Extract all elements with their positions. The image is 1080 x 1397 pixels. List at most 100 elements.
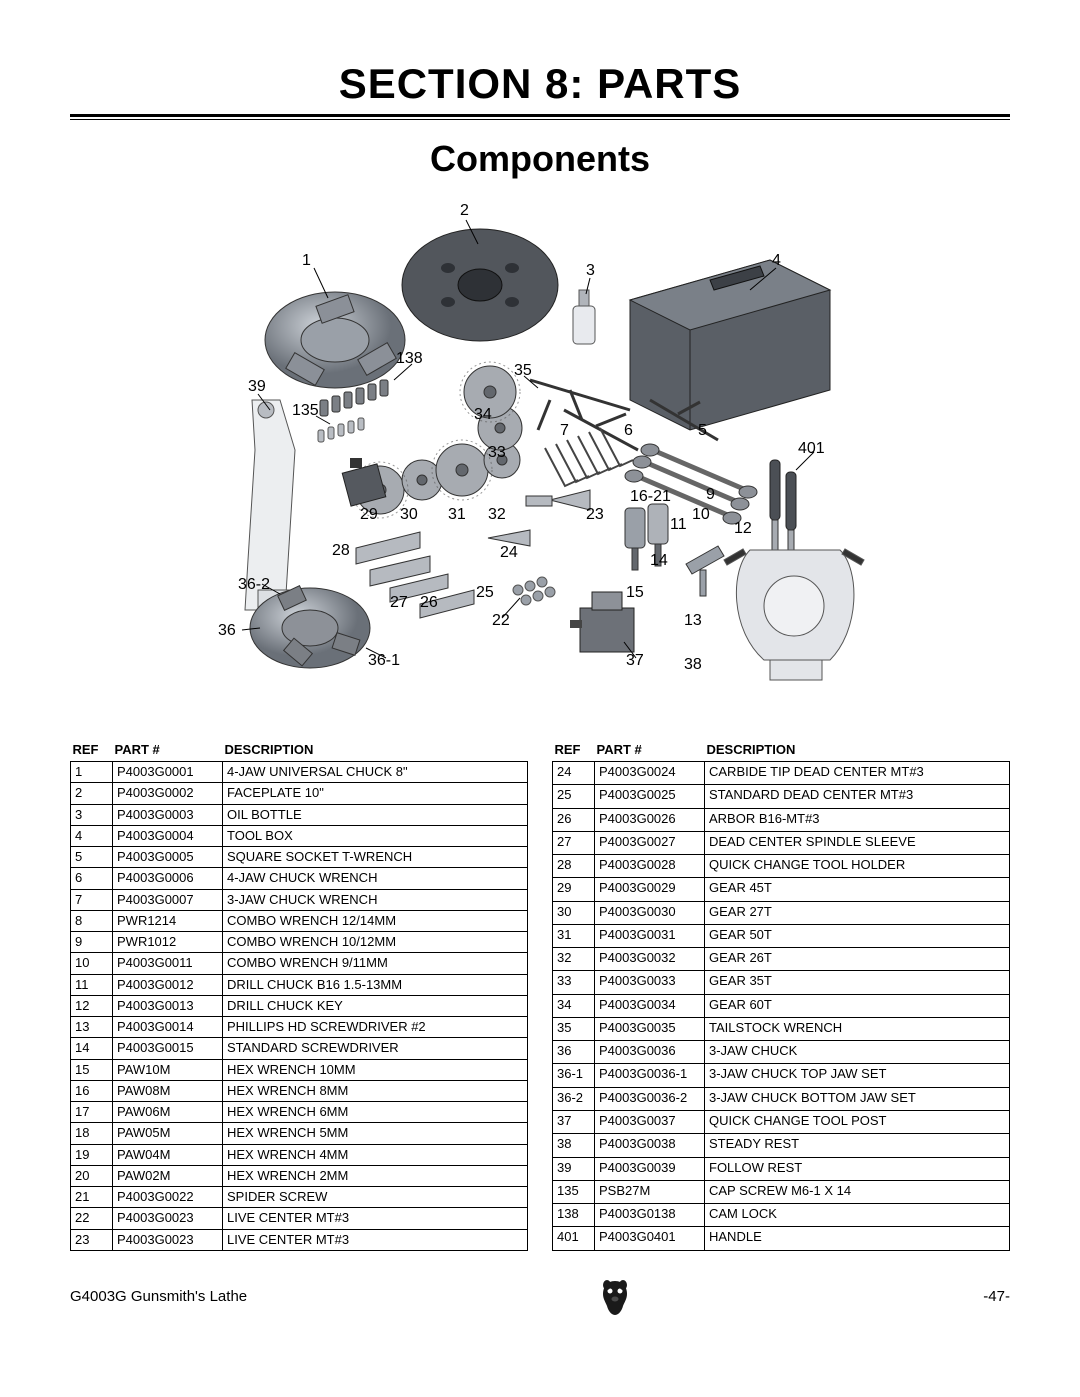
diagram-callout: 10 xyxy=(692,506,710,524)
table-row: 1P4003G00014-JAW UNIVERSAL CHUCK 8" xyxy=(71,762,528,783)
table-row: 35P4003G0035TAILSTOCK WRENCH xyxy=(553,1017,1010,1040)
table-row: 6P4003G00064-JAW CHUCK WRENCH xyxy=(71,868,528,889)
table-cell: 19 xyxy=(71,1144,113,1165)
table-cell: P4003G0138 xyxy=(595,1204,705,1227)
diagram-callout: 15 xyxy=(626,584,644,602)
rule-thin xyxy=(70,119,1010,120)
table-cell: SQUARE SOCKET T-WRENCH xyxy=(223,847,528,868)
table-cell: 3-JAW CHUCK BOTTOM JAW SET xyxy=(705,1087,1010,1110)
table-row: 38P4003G0038STEADY REST xyxy=(553,1134,1010,1157)
diagram-callout: 28 xyxy=(332,542,350,560)
diagram-callout: 33 xyxy=(488,444,506,462)
diagram-callout: 23 xyxy=(586,506,604,524)
table-cell: 401 xyxy=(553,1227,595,1250)
table-cell: SPIDER SCREW xyxy=(223,1187,528,1208)
table-row: 5P4003G0005SQUARE SOCKET T-WRENCH xyxy=(71,847,528,868)
table-cell: 26 xyxy=(553,808,595,831)
table-cell: 4-JAW UNIVERSAL CHUCK 8" xyxy=(223,762,528,783)
diagram-callout: 1 xyxy=(302,252,311,270)
table-row: 15PAW10MHEX WRENCH 10MM xyxy=(71,1059,528,1080)
table-row: 13P4003G0014PHILLIPS HD SCREWDRIVER #2 xyxy=(71,1017,528,1038)
footer-page-number: -47- xyxy=(983,1288,1010,1305)
table-cell: CAM LOCK xyxy=(705,1204,1010,1227)
table-cell: 15 xyxy=(71,1059,113,1080)
table-cell: GEAR 35T xyxy=(705,971,1010,994)
table-cell: 16 xyxy=(71,1080,113,1101)
table-cell: STANDARD SCREWDRIVER xyxy=(223,1038,528,1059)
table-cell: P4003G0035 xyxy=(595,1017,705,1040)
diagram-callout: 9 xyxy=(706,486,715,504)
table-cell: 25 xyxy=(553,785,595,808)
col-ref: REF xyxy=(71,740,113,762)
table-cell: P4003G0012 xyxy=(113,974,223,995)
diagram-callout: 27 xyxy=(390,594,408,612)
table-row: 8PWR1214COMBO WRENCH 12/14MM xyxy=(71,910,528,931)
page-container: SECTION 8: PARTS Components xyxy=(0,0,1080,1357)
table-cell: P4003G0013 xyxy=(113,995,223,1016)
table-cell: 9 xyxy=(71,932,113,953)
table-cell: P4003G0015 xyxy=(113,1038,223,1059)
table-row: 22P4003G0023LIVE CENTER MT#3 xyxy=(71,1208,528,1229)
table-cell: PAW05M xyxy=(113,1123,223,1144)
table-row: 23P4003G0023LIVE CENTER MT#3 xyxy=(71,1229,528,1250)
table-cell: 3-JAW CHUCK xyxy=(705,1041,1010,1064)
diagram-callout: 3 xyxy=(586,262,595,280)
table-cell: 13 xyxy=(71,1017,113,1038)
table-cell: COMBO WRENCH 12/14MM xyxy=(223,910,528,931)
table-cell: 11 xyxy=(71,974,113,995)
table-cell: QUICK CHANGE TOOL HOLDER xyxy=(705,855,1010,878)
diagram-callout: 29 xyxy=(360,506,378,524)
table-cell: P4003G0004 xyxy=(113,825,223,846)
table-cell: PSB27M xyxy=(595,1180,705,1203)
table-row: 16PAW08MHEX WRENCH 8MM xyxy=(71,1080,528,1101)
table-cell: DRILL CHUCK B16 1.5-13MM xyxy=(223,974,528,995)
table-cell: 37 xyxy=(553,1110,595,1133)
table-cell: P4003G0030 xyxy=(595,901,705,924)
table-cell: P4003G0001 xyxy=(113,762,223,783)
table-cell: P4003G0006 xyxy=(113,868,223,889)
col-desc: DESCRIPTION xyxy=(223,740,528,762)
table-cell: 21 xyxy=(71,1187,113,1208)
table-row: 7P4003G00073-JAW CHUCK WRENCH xyxy=(71,889,528,910)
diagram-callout: 31 xyxy=(448,506,466,524)
table-row: 36-1P4003G0036-13-JAW CHUCK TOP JAW SET xyxy=(553,1064,1010,1087)
table-cell: HEX WRENCH 2MM xyxy=(223,1165,528,1186)
table-row: 20PAW02MHEX WRENCH 2MM xyxy=(71,1165,528,1186)
page-footer: G4003G Gunsmith's Lathe -47- xyxy=(70,1277,1010,1317)
table-row: 36-2P4003G0036-23-JAW CHUCK BOTTOM JAW S… xyxy=(553,1087,1010,1110)
diagram-callout: 24 xyxy=(500,544,518,562)
table-cell: HEX WRENCH 6MM xyxy=(223,1102,528,1123)
table-cell: PAW08M xyxy=(113,1080,223,1101)
rule-thick xyxy=(70,114,1010,117)
table-row: 36P4003G00363-JAW CHUCK xyxy=(553,1041,1010,1064)
table-cell: 14 xyxy=(71,1038,113,1059)
diagram-callout: 135 xyxy=(292,402,319,420)
table-cell: 18 xyxy=(71,1123,113,1144)
diagram-callout: 39 xyxy=(248,378,266,396)
table-cell: P4003G0037 xyxy=(595,1110,705,1133)
diagram-callout: 22 xyxy=(492,612,510,630)
table-row: 14P4003G0015STANDARD SCREWDRIVER xyxy=(71,1038,528,1059)
diagram-callout: 37 xyxy=(626,652,644,670)
table-cell: HEX WRENCH 4MM xyxy=(223,1144,528,1165)
table-row: 31P4003G0031GEAR 50T xyxy=(553,924,1010,947)
table-cell: 12 xyxy=(71,995,113,1016)
table-row: 138P4003G0138CAM LOCK xyxy=(553,1204,1010,1227)
table-cell: TAILSTOCK WRENCH xyxy=(705,1017,1010,1040)
table-cell: P4003G0022 xyxy=(113,1187,223,1208)
table-row: 28P4003G0028QUICK CHANGE TOOL HOLDER xyxy=(553,855,1010,878)
table-cell: P4003G0025 xyxy=(595,785,705,808)
table-cell: HEX WRENCH 5MM xyxy=(223,1123,528,1144)
table-cell: 6 xyxy=(71,868,113,889)
table-cell: 39 xyxy=(553,1157,595,1180)
table-cell: P4003G0024 xyxy=(595,762,705,785)
table-row: 11P4003G0012DRILL CHUCK B16 1.5-13MM xyxy=(71,974,528,995)
diagram-callout: 32 xyxy=(488,506,506,524)
table-cell: LIVE CENTER MT#3 xyxy=(223,1229,528,1250)
table-cell: 5 xyxy=(71,847,113,868)
table-row: 4P4003G0004TOOL BOX xyxy=(71,825,528,846)
table-cell: P4003G0003 xyxy=(113,804,223,825)
table-cell: P4003G0014 xyxy=(113,1017,223,1038)
table-cell: 36-1 xyxy=(553,1064,595,1087)
table-cell: PAW06M xyxy=(113,1102,223,1123)
